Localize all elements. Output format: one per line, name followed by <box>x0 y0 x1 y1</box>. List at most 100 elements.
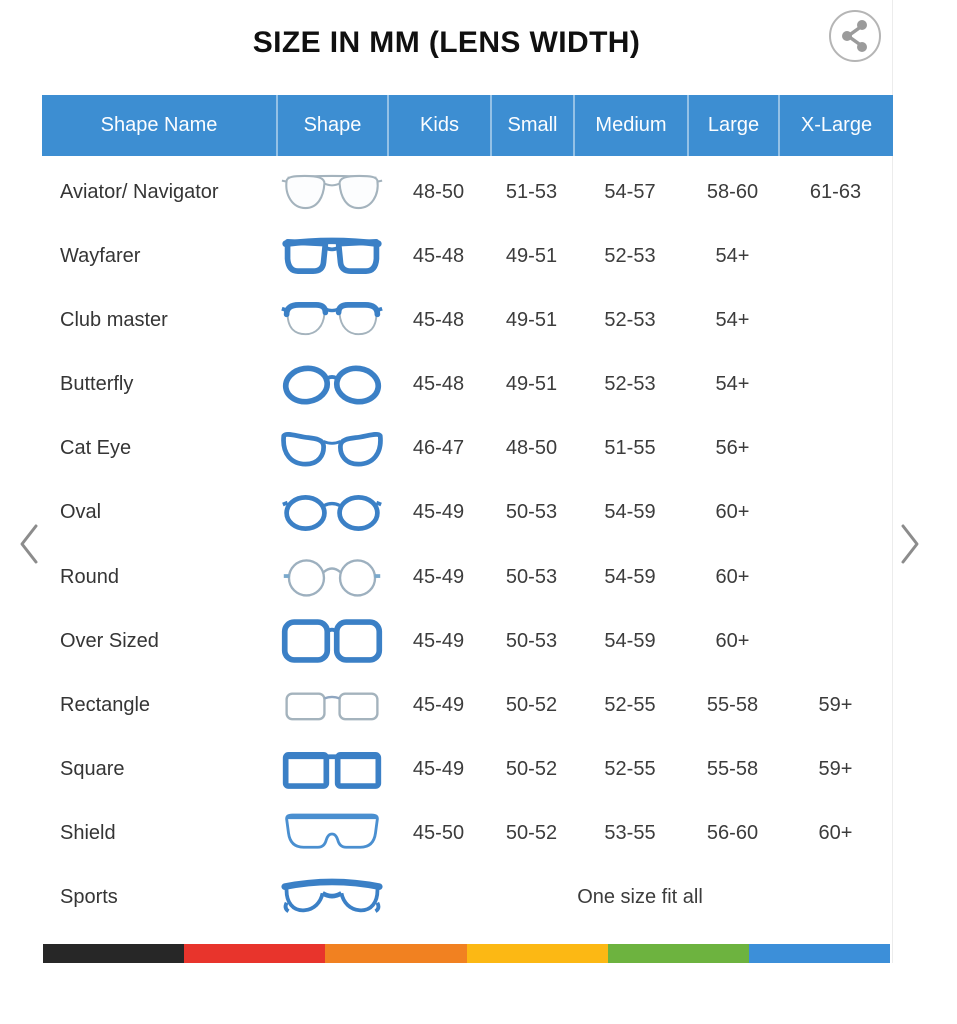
size-value: 52-53 <box>604 373 656 396</box>
shape-name-label: Over Sized <box>60 629 159 652</box>
shape-name-label: Oval <box>60 501 102 524</box>
table-row: Rectangle 45-49 50-52 52-55 55-58 59+ <box>42 673 893 737</box>
column-header-kids: Kids <box>387 95 490 156</box>
size-value: 54+ <box>715 373 750 396</box>
color-bar-segment <box>325 944 467 963</box>
column-header-shape-name: Shape Name <box>100 114 218 136</box>
shape-name-label: Aviator/ Navigator <box>60 180 219 203</box>
oversized-glasses-icon <box>276 616 387 666</box>
size-value: 61-63 <box>809 180 862 203</box>
size-value: 56+ <box>715 437 750 460</box>
brand-color-bar <box>43 944 891 963</box>
size-value: 51-53 <box>505 180 558 203</box>
column-header-shape: Shape <box>276 95 387 156</box>
wayfarer-glasses-icon <box>276 231 387 281</box>
aviator-glasses-icon <box>276 167 387 217</box>
column-header-small: Small <box>490 95 573 156</box>
table-row: Over Sized 45-49 50-53 54-59 60+ <box>42 609 893 673</box>
size-value: 60+ <box>715 565 750 588</box>
size-value: 50-52 <box>505 758 558 781</box>
square-glasses-icon <box>276 745 387 795</box>
table-row: Club master 45-48 49-51 52-53 54+ <box>42 288 893 352</box>
table-row: Aviator/ Navigator 48-50 51-53 54-57 58-60 6… <box>42 160 893 224</box>
table-row: Oval 45-49 50-53 54-59 60+ <box>42 481 893 545</box>
carousel-prev-button[interactable] <box>12 520 46 568</box>
size-value: 55-58 <box>706 693 759 716</box>
size-value: 54-59 <box>604 629 656 652</box>
size-value: 50-53 <box>505 629 558 652</box>
size-value: 52-53 <box>604 244 656 267</box>
clubmaster-glasses-icon <box>276 295 387 345</box>
size-value: 48-50 <box>505 437 558 460</box>
shape-name-label: Cat Eye <box>60 437 132 460</box>
color-bar-segment <box>466 944 608 963</box>
table-row: Square 45-49 50-52 52-55 55-58 59+ <box>42 738 893 802</box>
column-header-medium: Medium <box>573 95 687 156</box>
size-value: 46-47 <box>412 437 465 460</box>
one-size-note: One size fit all <box>577 886 703 909</box>
share-icon <box>827 10 883 67</box>
table-body: Aviator/ Navigator 48-50 51-53 54-57 58-60 6… <box>42 160 893 930</box>
size-value: 58-60 <box>706 180 759 203</box>
size-value: 59+ <box>818 758 853 781</box>
table-row: Sports One size fit all <box>42 866 893 930</box>
size-value: 50-52 <box>505 822 558 845</box>
card-right-divider <box>892 0 893 963</box>
table-row: Cat Eye 46-47 48-50 51-55 56+ <box>42 417 893 481</box>
size-value: 50-52 <box>505 693 558 716</box>
size-value: 45-49 <box>412 693 465 716</box>
cateye-glasses-icon <box>276 424 387 474</box>
color-bar-segment <box>748 944 891 963</box>
carousel-next-button[interactable] <box>893 520 927 568</box>
size-value: 54-57 <box>604 180 656 203</box>
size-value: 45-48 <box>412 373 465 396</box>
size-value: 53-55 <box>604 822 656 845</box>
table-header-row: Shape Name Shape Kids Small Medium Large X-Lar… <box>42 95 893 156</box>
size-value: 45-49 <box>412 629 465 652</box>
table-row: Shield 45-50 50-52 53-55 56-60 60+ <box>42 802 893 866</box>
size-value: 52-55 <box>604 693 656 716</box>
chevron-right-icon <box>893 524 927 571</box>
size-value: 52-55 <box>604 758 656 781</box>
rectangle-glasses-icon <box>276 680 387 730</box>
size-value: 59+ <box>818 693 853 716</box>
shape-name-label: Sports <box>60 886 118 909</box>
shape-name-label: Butterfly <box>60 373 134 396</box>
shape-name-label: Wayfarer <box>60 244 141 267</box>
round-glasses-icon <box>276 552 387 602</box>
size-value: 54-59 <box>604 565 656 588</box>
size-value: 56-60 <box>706 822 759 845</box>
size-value: 52-53 <box>604 308 656 331</box>
shape-name-label: Shield <box>60 822 116 845</box>
size-value: 55-58 <box>706 758 759 781</box>
color-bar-segment <box>607 944 749 963</box>
size-value: 49-51 <box>505 373 558 396</box>
shape-name-label: Square <box>60 758 125 781</box>
size-value: 50-53 <box>505 565 558 588</box>
size-value: 45-49 <box>412 565 465 588</box>
size-value: 51-55 <box>604 437 656 460</box>
size-value: 60+ <box>715 629 750 652</box>
shield-glasses-icon <box>276 809 387 859</box>
column-header-x-large: X-Large <box>778 95 893 156</box>
shape-name-label: Club master <box>60 308 168 331</box>
chevron-left-icon <box>12 524 46 571</box>
table-row: Wayfarer 45-48 49-51 52-53 54+ <box>42 224 893 288</box>
size-value: 45-50 <box>412 822 465 845</box>
share-button[interactable] <box>827 8 883 64</box>
color-bar-segment <box>43 944 185 963</box>
shape-name-label: Rectangle <box>60 693 151 716</box>
size-value: 45-49 <box>412 501 465 524</box>
size-value: 54+ <box>715 308 750 331</box>
size-value: 49-51 <box>505 244 558 267</box>
size-value: 50-53 <box>505 501 558 524</box>
table-row: Butterfly 45-48 49-51 52-53 54+ <box>42 353 893 417</box>
size-value: 49-51 <box>505 308 558 331</box>
shape-name-label: Round <box>60 565 119 588</box>
size-value: 45-48 <box>412 244 465 267</box>
size-value: 60+ <box>715 501 750 524</box>
table-row: Round 45-49 50-53 54-59 60+ <box>42 545 893 609</box>
size-value: 54-59 <box>604 501 656 524</box>
size-value: 45-48 <box>412 308 465 331</box>
